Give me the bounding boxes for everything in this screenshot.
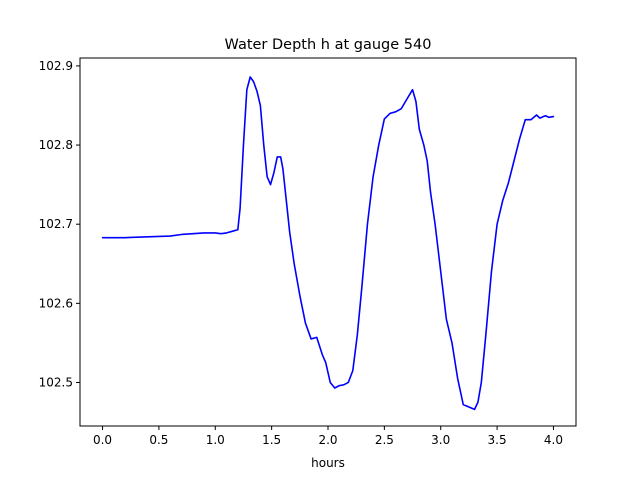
x-tick-label: 3.5 (488, 433, 507, 447)
y-axis-ticks: 102.5 102.6 102.7 102.8 102.9 (39, 59, 80, 389)
x-tick-label: 3.0 (431, 433, 450, 447)
y-tick-label: 102.7 (39, 217, 73, 231)
x-tick-label: 2.5 (375, 433, 394, 447)
x-tick-label: 4.0 (544, 433, 563, 447)
chart-title: Water Depth h at gauge 540 (225, 37, 432, 53)
x-tick-label: 1.5 (262, 433, 281, 447)
x-tick-label: 0.5 (149, 433, 168, 447)
x-axis-label: hours (311, 456, 345, 470)
y-tick-label: 102.9 (39, 59, 73, 73)
x-tick-label: 2.0 (318, 433, 337, 447)
x-tick-label: 0.0 (93, 433, 112, 447)
x-axis-ticks: 0.0 0.5 1.0 1.5 2.0 2.5 3.0 3.5 4.0 (93, 426, 563, 447)
y-tick-label: 102.5 (39, 375, 73, 389)
plot-frame (79, 57, 577, 427)
series-line-0 (101, 76, 555, 411)
plot-area (101, 76, 555, 411)
y-tick-label: 102.8 (39, 138, 73, 152)
y-tick-label: 102.6 (39, 296, 73, 310)
x-tick-label: 1.0 (206, 433, 225, 447)
